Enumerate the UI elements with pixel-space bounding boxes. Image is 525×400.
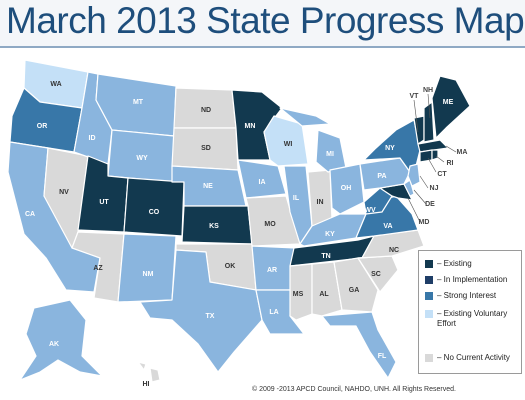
state-ms <box>289 263 313 321</box>
state-label-il: IL <box>293 195 300 202</box>
state-label-id: ID <box>89 135 96 142</box>
state-label-ky: KY <box>325 231 335 238</box>
title-bar <box>0 0 525 46</box>
state-label-mt: MT <box>133 99 144 106</box>
state-label-nc: NC <box>389 247 399 254</box>
state-label-tn: TN <box>321 253 330 260</box>
state-label-in: IN <box>317 199 324 206</box>
state-label-wa: WA <box>50 81 61 88</box>
state-label-la: LA <box>269 309 278 316</box>
state-wv <box>363 187 393 215</box>
state-hi <box>137 361 161 383</box>
state-me <box>431 75 471 139</box>
state-ma <box>417 139 449 153</box>
copyright-notice: © 2009 -2013 APCD Council, NAHDO, UNH. A… <box>252 386 456 393</box>
legend-swatch-strong-interest <box>425 292 433 300</box>
state-label-ks: KS <box>209 223 219 230</box>
state-label-mi: MI <box>326 151 334 158</box>
state-ct <box>419 149 433 163</box>
state-de <box>403 179 415 197</box>
state-label-al: AL <box>319 291 329 298</box>
state-label-az: AZ <box>93 265 103 272</box>
state-label-fl: FL <box>378 353 387 360</box>
legend-label-implementation: – In Implementation <box>437 275 508 284</box>
state-label-mo: MO <box>264 221 276 228</box>
legend-label-strong-interest: – Strong Interest <box>437 291 497 300</box>
state-label-ok: OK <box>225 263 236 270</box>
page-title: March 2013 State Progress Map <box>6 0 525 41</box>
state-al <box>311 261 343 317</box>
state-co <box>123 177 185 237</box>
state-label-or: OR <box>37 123 48 130</box>
state-label-ct: CT <box>437 171 447 178</box>
state-label-sc: SC <box>371 271 381 278</box>
legend-label-existing: – Existing <box>437 259 472 268</box>
state-label-tx: TX <box>206 313 215 320</box>
state-label-co: CO <box>149 209 160 216</box>
us-state-map: WA OR CA NV ID MT WY UT AZ CO NM ND SD N… <box>7 59 471 388</box>
state-label-va: VA <box>383 223 392 230</box>
state-mi-up <box>279 107 331 127</box>
state-label-ia: IA <box>259 179 266 186</box>
state-ri <box>431 149 439 161</box>
state-label-pa: PA <box>377 173 386 180</box>
state-label-hi: HI <box>143 381 150 388</box>
state-label-sd: SD <box>201 145 211 152</box>
state-ak <box>19 299 103 381</box>
legend-label-voluntary: – Existing Voluntary Effort <box>437 309 508 328</box>
state-label-wy: WY <box>136 155 148 162</box>
state-label-ut: UT <box>99 199 109 206</box>
state-label-nh: NH <box>423 87 433 94</box>
state-in <box>307 169 333 227</box>
legend: – Existing – In Implementation – Strong … <box>418 250 522 374</box>
legend-swatch-none <box>425 354 433 362</box>
state-fl <box>321 311 397 379</box>
state-label-ca: CA <box>25 211 35 218</box>
legend-swatch-voluntary <box>425 310 433 318</box>
state-label-ga: GA <box>349 287 360 294</box>
legend-swatch-existing <box>425 260 433 268</box>
state-nh <box>423 101 435 143</box>
title-divider <box>0 46 525 48</box>
state-label-vt: VT <box>410 93 420 100</box>
state-nm <box>117 233 177 303</box>
state-label-oh: OH <box>341 185 352 192</box>
state-label-md: MD <box>419 219 430 226</box>
state-label-ri: RI <box>447 160 454 167</box>
state-label-ar: AR <box>267 267 277 274</box>
state-label-nm: NM <box>143 271 154 278</box>
state-label-nv: NV <box>59 189 69 196</box>
state-label-ak: AK <box>49 341 59 348</box>
state-label-mn: MN <box>245 123 256 130</box>
state-label-ny: NY <box>385 145 395 152</box>
legend-label-none: – No Current Activity <box>437 353 510 362</box>
state-label-ne: NE <box>203 183 213 190</box>
state-label-ms: MS <box>293 291 304 298</box>
state-mo <box>245 195 301 247</box>
state-oh <box>329 163 365 215</box>
state-label-nj: NJ <box>430 185 439 192</box>
state-ia <box>237 159 287 199</box>
state-label-nd: ND <box>201 107 211 114</box>
state-nj <box>407 163 421 187</box>
state-label-de: DE <box>425 201 435 208</box>
state-label-me: ME <box>443 99 454 106</box>
state-label-wi: WI <box>284 141 293 148</box>
state-tx <box>139 249 263 373</box>
state-label-wv: WV <box>364 207 376 214</box>
state-label-ma: MA <box>457 149 468 156</box>
state-ga <box>333 257 379 313</box>
legend-swatch-implementation <box>425 276 433 284</box>
